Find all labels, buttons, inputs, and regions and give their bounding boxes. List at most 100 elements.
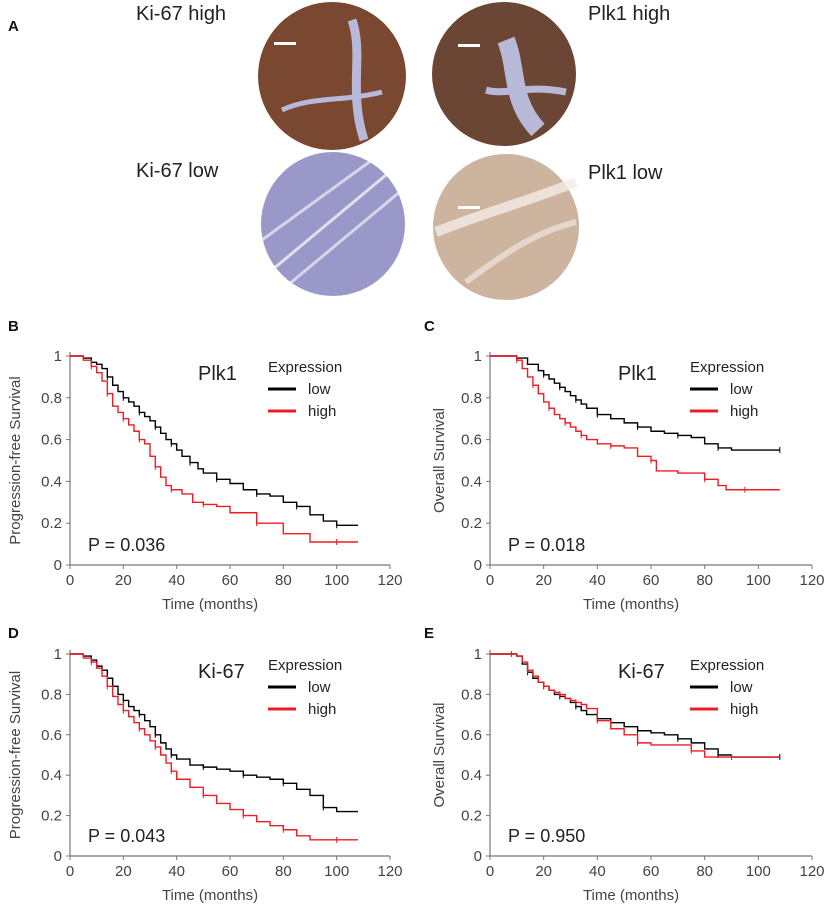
km-chart-ki67-pfs: 0 20 40 60 80 100 120 0 0.2 0.4 0.6 0.8 1 Time (month… <box>7 646 403 904</box>
y-tick-label: 0.8 <box>41 390 62 407</box>
x-tick-label: 20 <box>535 572 552 589</box>
y-tick-label: 0.4 <box>41 473 62 490</box>
y-tick-label: 0.8 <box>461 686 482 703</box>
stroma-streak <box>261 158 373 242</box>
tissue-core <box>258 2 406 150</box>
ihc-label-ki67-low: Ki-67 low <box>136 160 219 182</box>
panel-letter-d: D <box>8 625 19 642</box>
chart-title: Ki-67 <box>618 661 665 683</box>
scale-bar <box>458 44 480 47</box>
legend-title: Expression <box>268 359 342 376</box>
legend-label-high: high <box>308 403 336 420</box>
y-tick-label: 0.4 <box>461 767 482 784</box>
y-axis-label: Overall Survival <box>431 702 448 807</box>
stroma-streak <box>497 36 545 137</box>
x-tick-label: 0 <box>66 572 74 589</box>
y-tick-label: 0.2 <box>41 808 62 825</box>
km-curve-low <box>70 355 358 526</box>
x-tick-label: 40 <box>589 863 606 880</box>
y-tick-label: 0 <box>54 557 62 574</box>
km-curve-low <box>70 653 358 813</box>
y-tick-label: 0.6 <box>461 727 482 744</box>
stroma-streak <box>271 168 393 272</box>
x-tick-label: 100 <box>746 572 771 589</box>
x-tick-label: 60 <box>643 572 660 589</box>
x-tick-label: 80 <box>696 572 713 589</box>
km-chart-ki67-os: 0 20 40 60 80 100 120 0 0.2 0.4 0.6 0.8 1 Time (month… <box>431 646 825 904</box>
km-curve-high <box>490 355 780 491</box>
x-axis-label: Time (months) <box>583 596 679 613</box>
km-curve-high <box>70 355 358 543</box>
panel-letter-a: A <box>8 18 19 35</box>
x-tick-label: 80 <box>275 863 292 880</box>
chart-title: Ki-67 <box>198 661 245 683</box>
panel-letter-b: B <box>8 318 19 335</box>
x-tick-label: 120 <box>799 863 824 880</box>
scale-bar <box>458 206 480 209</box>
stroma-streak <box>464 219 577 285</box>
legend-label-high: high <box>730 701 758 718</box>
stroma-streak <box>280 89 383 113</box>
x-tick-label: 20 <box>115 863 132 880</box>
ihc-core-ki67-high <box>258 2 406 150</box>
p-value-label: P = 0.036 <box>88 535 165 555</box>
p-value-label: P = 0.950 <box>508 826 585 846</box>
x-tick-label: 0 <box>66 863 74 880</box>
km-curve-low <box>490 355 780 451</box>
y-tick-label: 0 <box>474 848 482 865</box>
ihc-core-plk1-high <box>432 2 576 146</box>
ihc-core-ki67-low <box>261 152 405 296</box>
x-tick-label: 80 <box>275 572 292 589</box>
x-axis-label: Time (months) <box>162 887 258 904</box>
km-curve-high <box>70 653 358 841</box>
km-curve-high <box>490 653 780 758</box>
x-tick-label: 120 <box>377 863 402 880</box>
legend-label-low: low <box>730 381 753 398</box>
stroma-streak <box>434 177 578 237</box>
x-axis-label: Time (months) <box>162 596 258 613</box>
legend-title: Expression <box>268 657 342 674</box>
y-tick-label: 0.6 <box>461 432 482 449</box>
p-value-label: P = 0.018 <box>508 535 585 555</box>
y-tick-label: 1 <box>54 348 62 365</box>
y-tick-label: 0.8 <box>461 390 482 407</box>
x-tick-label: 0 <box>486 572 494 589</box>
x-tick-label: 100 <box>324 863 349 880</box>
ihc-core-plk1-low <box>433 154 579 300</box>
x-tick-label: 60 <box>222 863 239 880</box>
legend-label-high: high <box>730 403 758 420</box>
x-tick-label: 40 <box>168 863 185 880</box>
y-axis-label: Progression-free Survival <box>7 376 24 544</box>
y-tick-label: 0.8 <box>41 686 62 703</box>
x-tick-label: 100 <box>324 572 349 589</box>
x-tick-label: 40 <box>168 572 185 589</box>
scale-bar <box>274 42 296 45</box>
legend-label-low: low <box>308 381 331 398</box>
y-tick-label: 1 <box>474 646 482 663</box>
km-chart-plk1-pfs: 0 20 40 60 80 100 120 0 0.2 0.4 0.6 0.8 1 Time (month… <box>7 348 403 613</box>
y-axis-label: Progression-free Survival <box>7 671 24 839</box>
x-tick-label: 60 <box>222 572 239 589</box>
chart-title: Plk1 <box>198 363 237 385</box>
x-tick-label: 120 <box>799 572 824 589</box>
legend-label-low: low <box>730 679 753 696</box>
x-tick-label: 60 <box>643 863 660 880</box>
legend-label-high: high <box>308 701 336 718</box>
ihc-label-plk1-high: Plk1 high <box>588 3 671 25</box>
legend-label-low: low <box>308 679 331 696</box>
x-tick-label: 40 <box>589 572 606 589</box>
stroma-streak <box>347 18 369 142</box>
x-tick-label: 0 <box>486 863 494 880</box>
stroma-streak <box>484 85 567 96</box>
legend-title: Expression <box>690 657 764 674</box>
y-tick-label: 0 <box>474 557 482 574</box>
x-tick-label: 20 <box>535 863 552 880</box>
y-tick-label: 0.6 <box>41 727 62 744</box>
x-tick-label: 20 <box>115 572 132 589</box>
y-tick-label: 0.2 <box>41 515 62 532</box>
y-tick-label: 0 <box>54 848 62 865</box>
tissue-core <box>432 2 576 146</box>
y-tick-label: 0.2 <box>461 808 482 825</box>
y-tick-label: 0.2 <box>461 515 482 532</box>
chart-title: Plk1 <box>618 363 657 385</box>
